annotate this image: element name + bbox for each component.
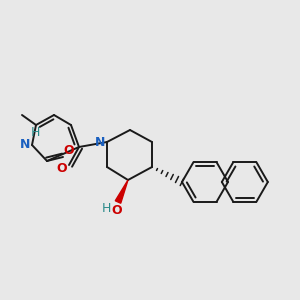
Text: O: O	[112, 203, 122, 217]
Text: O: O	[64, 145, 74, 158]
Polygon shape	[115, 180, 128, 203]
Text: H: H	[101, 202, 111, 214]
Text: N: N	[95, 136, 105, 148]
Text: O: O	[57, 163, 67, 176]
Text: H: H	[30, 127, 40, 140]
Text: N: N	[20, 139, 30, 152]
